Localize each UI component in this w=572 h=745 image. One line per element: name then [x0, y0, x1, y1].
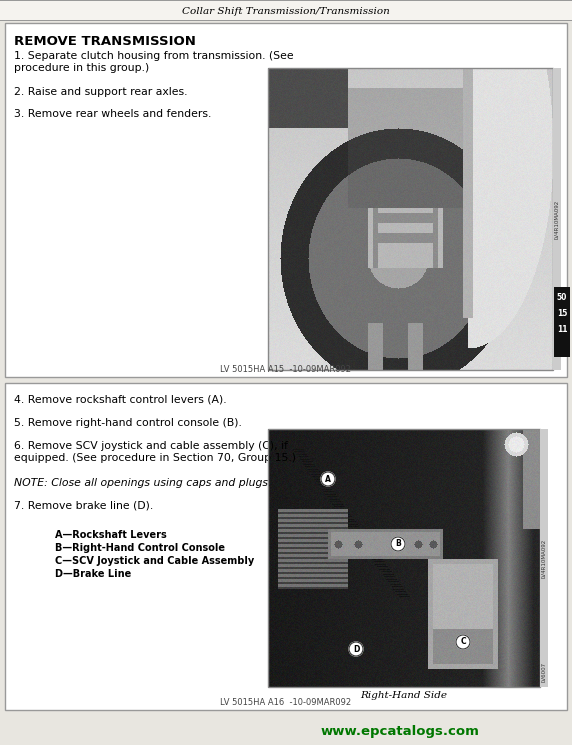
Text: B—Right-Hand Control Console: B—Right-Hand Control Console [55, 543, 225, 553]
Bar [553, 68, 561, 370]
Text: 6. Remove SCV joystick and cable assembly (C), if
equipped. (See procedure in Se: 6. Remove SCV joystick and cable assembl… [14, 441, 296, 463]
Bar [0, 0, 572, 1]
Text: D: D [353, 644, 359, 653]
Bar [0, 0, 572, 20]
Text: REMOVE TRANSMISSION: REMOVE TRANSMISSION [14, 35, 196, 48]
Text: D—Brake Line: D—Brake Line [55, 569, 131, 579]
Bar [268, 429, 540, 687]
Bar [540, 429, 548, 687]
Bar [5, 383, 567, 710]
Bar [268, 68, 553, 370]
Text: 11: 11 [557, 326, 567, 335]
Text: LV6007: LV6007 [542, 662, 546, 682]
Text: B: B [395, 539, 401, 548]
Circle shape [391, 537, 405, 551]
Text: 5. Remove right-hand control console (B).: 5. Remove right-hand control console (B)… [14, 418, 242, 428]
Text: 1. Separate clutch housing from transmission. (See
procedure in this group.): 1. Separate clutch housing from transmis… [14, 51, 293, 72]
Bar [5, 23, 567, 377]
Text: LV4R10MA092: LV4R10MA092 [542, 539, 546, 577]
Text: www.epcatalogs.com: www.epcatalogs.com [320, 726, 479, 738]
Text: Collar Shift Transmission/Transmission: Collar Shift Transmission/Transmission [182, 7, 390, 16]
Text: C: C [460, 638, 466, 647]
Text: 7. Remove brake line (D).: 7. Remove brake line (D). [14, 501, 153, 511]
Text: LV4R10MA092: LV4R10MA092 [554, 200, 559, 238]
Text: C—SCV Joystick and Cable Assembly: C—SCV Joystick and Cable Assembly [55, 556, 254, 566]
Text: 15: 15 [557, 308, 567, 317]
Text: A: A [325, 475, 331, 484]
Bar [554, 287, 570, 357]
Text: NOTE: Close all openings using caps and plugs.: NOTE: Close all openings using caps and … [14, 478, 272, 488]
Text: 2. Raise and support rear axles.: 2. Raise and support rear axles. [14, 87, 188, 97]
Text: 3. Remove rear wheels and fenders.: 3. Remove rear wheels and fenders. [14, 109, 212, 119]
Text: LV 5015HA A16  -10-09MAR092: LV 5015HA A16 -10-09MAR092 [220, 698, 352, 707]
Circle shape [349, 642, 363, 656]
Bar [0, 20, 572, 21]
Circle shape [456, 635, 470, 649]
Text: A—Rockshaft Levers: A—Rockshaft Levers [55, 530, 167, 540]
Text: 50: 50 [557, 293, 567, 302]
Text: Right-Hand Side: Right-Hand Side [360, 691, 447, 700]
Text: 4. Remove rockshaft control levers (A).: 4. Remove rockshaft control levers (A). [14, 395, 227, 405]
Circle shape [321, 472, 335, 486]
Text: LV 5015HA A15  -10-09MAR092: LV 5015HA A15 -10-09MAR092 [220, 365, 352, 374]
